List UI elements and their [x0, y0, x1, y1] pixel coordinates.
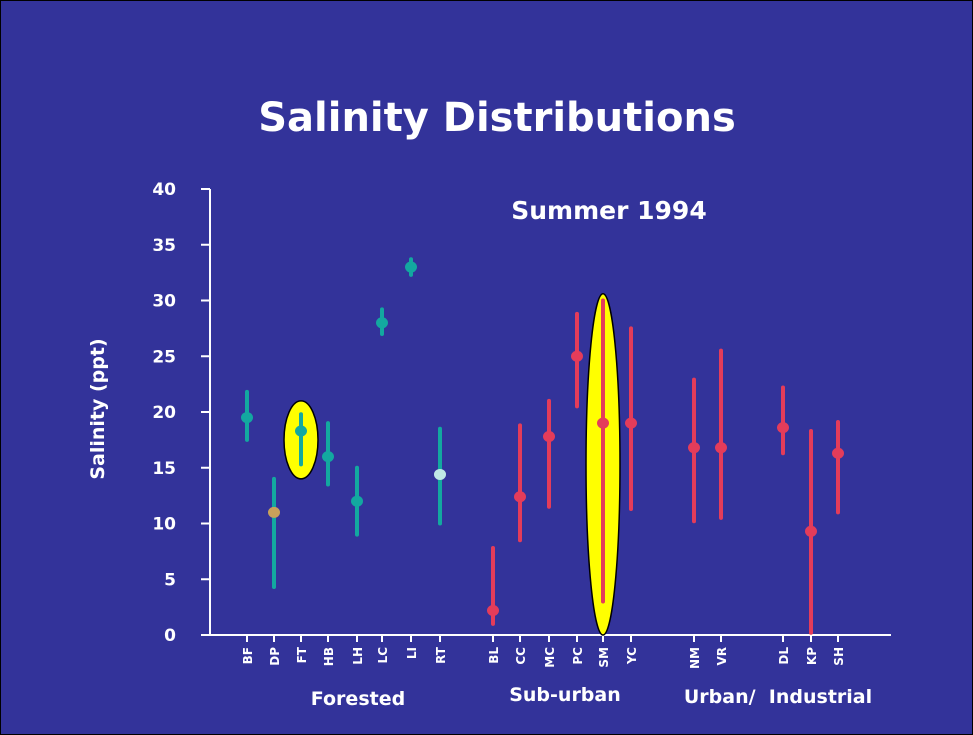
slide-title: Salinity Distributions: [258, 95, 736, 141]
mean-point: [805, 525, 817, 537]
mean-point: [434, 468, 446, 480]
mean-point: [832, 447, 844, 459]
chart-subtitle: Summer 1994: [511, 196, 706, 225]
site-label: DL: [777, 647, 791, 665]
mean-point: [514, 491, 526, 503]
mean-point: [268, 506, 280, 518]
mean-point: [351, 495, 363, 507]
y-axis-label: Salinity (ppt): [87, 338, 109, 479]
site-label: NM: [688, 647, 702, 669]
site-label: SH: [832, 647, 846, 666]
site-label: BF: [241, 647, 255, 664]
mean-point: [625, 417, 637, 429]
site-label: LH: [351, 647, 365, 665]
mean-point: [295, 425, 307, 437]
group-labels: Forested Sub-urban Urban/ Industrial: [311, 684, 872, 710]
site-label: MC: [543, 647, 557, 668]
site-label: SM: [597, 647, 611, 668]
mean-point: [715, 442, 727, 454]
site-label: DP: [268, 647, 282, 666]
site-label: LI: [405, 647, 419, 659]
site-label: VR: [715, 647, 729, 666]
mean-point: [405, 261, 417, 273]
site-label: LC: [376, 647, 390, 664]
site-label: CC: [514, 647, 528, 665]
highlights: [283, 293, 621, 636]
error-bars: [241, 257, 844, 635]
category-labels: BF DP FT HB LH LC LI RT BL CC MC PC SM YC NM VR DL KP SH: [241, 646, 846, 669]
site-label: HB: [322, 647, 336, 666]
axes: 0 5 10 15 20 25 30 35 40: [152, 180, 891, 646]
mean-point: [241, 412, 253, 424]
site-label: FT: [295, 646, 309, 663]
site-label: YC: [625, 647, 639, 665]
y-tick-label: 10: [152, 515, 176, 535]
site-label: PC: [571, 647, 585, 665]
mean-point: [777, 422, 789, 434]
group-label: Forested: [311, 688, 405, 710]
mean-point: [688, 442, 700, 454]
mean-point: [543, 431, 555, 443]
site-label: RT: [434, 646, 448, 664]
group-label: Urban/ Industrial: [684, 686, 872, 708]
mean-point: [376, 317, 388, 329]
y-tick-label: 5: [164, 570, 176, 590]
y-tick-label: 25: [152, 347, 176, 367]
y-tick-label: 0: [164, 626, 176, 646]
y-tick-label: 20: [152, 403, 176, 423]
mean-point: [487, 604, 499, 616]
y-tick-label: 15: [152, 459, 176, 479]
group-label: Sub-urban: [509, 684, 621, 706]
site-label: KP: [805, 647, 819, 665]
y-tick-label: 30: [152, 292, 176, 312]
site-label: BL: [487, 647, 501, 664]
y-tick-label: 35: [152, 236, 176, 256]
mean-point: [597, 417, 609, 429]
y-tick-label: 40: [152, 180, 176, 200]
mean-point: [322, 451, 334, 463]
mean-point: [571, 350, 583, 362]
